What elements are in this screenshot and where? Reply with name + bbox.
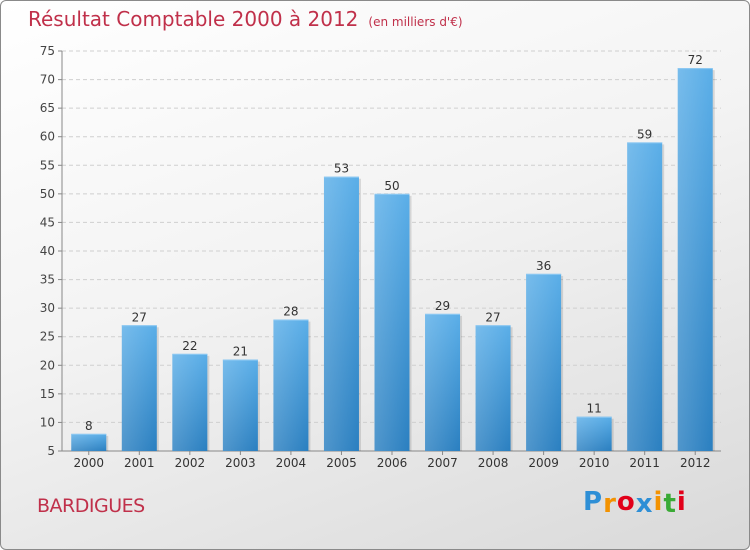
y-tick-label: 40 (40, 244, 55, 258)
logo-letter: o (616, 487, 636, 517)
logo-letter: x (635, 489, 654, 519)
y-tick-label: 35 (40, 273, 55, 287)
y-tick-label: 60 (40, 130, 55, 144)
bar-highlight (627, 142, 663, 451)
proxiti-logo: Proxiti (583, 487, 687, 519)
logo-letter: r (603, 489, 617, 519)
bar-highlight (475, 325, 511, 451)
data-label: 27 (132, 310, 147, 324)
x-tick-label: 2011 (629, 456, 660, 470)
logo-letter: i (653, 487, 664, 517)
bar-highlight (222, 359, 258, 451)
bar-highlight (121, 325, 157, 451)
x-tick-label: 2010 (579, 456, 610, 470)
logo-letter: P (583, 487, 604, 517)
x-tick-label: 2006 (377, 456, 408, 470)
x-tick-label: 2000 (73, 456, 104, 470)
y-tick-label: 55 (40, 158, 55, 172)
x-tick-label: 2008 (478, 456, 509, 470)
y-tick-label: 15 (40, 387, 55, 401)
x-tick-label: 2001 (124, 456, 155, 470)
data-label: 50 (384, 179, 399, 193)
logo-letter: i (676, 487, 687, 517)
x-tick-label: 2003 (225, 456, 256, 470)
data-label: 59 (637, 127, 652, 141)
data-label: 21 (233, 345, 248, 359)
bar-highlight (71, 433, 107, 451)
bar-highlight (576, 416, 612, 451)
data-label: 22 (182, 339, 197, 353)
bar-highlight (273, 319, 309, 451)
y-tick-label: 20 (40, 358, 55, 372)
y-tick-label: 65 (40, 101, 55, 115)
x-tick-label: 2005 (326, 456, 357, 470)
bar-highlight (374, 193, 410, 451)
data-label: 11 (587, 402, 602, 416)
chart-title: Résultat Comptable 2000 à 2012 (en millie… (28, 7, 463, 31)
data-label: 29 (435, 299, 450, 313)
chart-title-text: Résultat Comptable 2000 à 2012 (28, 7, 359, 31)
data-label: 27 (485, 310, 500, 324)
y-tick-label: 30 (40, 301, 55, 315)
data-label: 72 (688, 53, 703, 67)
commune-name: BARDIGUES (37, 495, 145, 517)
data-label: 8 (85, 419, 93, 433)
x-tick-label: 2012 (680, 456, 711, 470)
y-tick-label: 75 (40, 44, 55, 58)
y-tick-label: 45 (40, 215, 55, 229)
x-tick-label: 2009 (528, 456, 559, 470)
bar-highlight (677, 68, 713, 452)
data-label: 36 (536, 259, 551, 273)
y-tick-label: 25 (40, 330, 55, 344)
chart-unit: (en milliers d'€) (368, 15, 463, 29)
x-tick-label: 2007 (427, 456, 458, 470)
x-tick-label: 2002 (175, 456, 206, 470)
y-tick-label: 50 (40, 187, 55, 201)
y-tick-label: 70 (40, 73, 55, 87)
logo-letter: t (663, 489, 677, 519)
bar-highlight (323, 176, 359, 451)
bar-highlight (526, 273, 562, 451)
bar-highlight (425, 313, 461, 451)
data-label: 53 (334, 162, 349, 176)
y-tick-label: 5 (47, 444, 55, 458)
y-tick-label: 10 (40, 415, 55, 429)
x-tick-label: 2004 (276, 456, 307, 470)
bar-highlight (172, 353, 208, 451)
data-label: 28 (283, 305, 298, 319)
